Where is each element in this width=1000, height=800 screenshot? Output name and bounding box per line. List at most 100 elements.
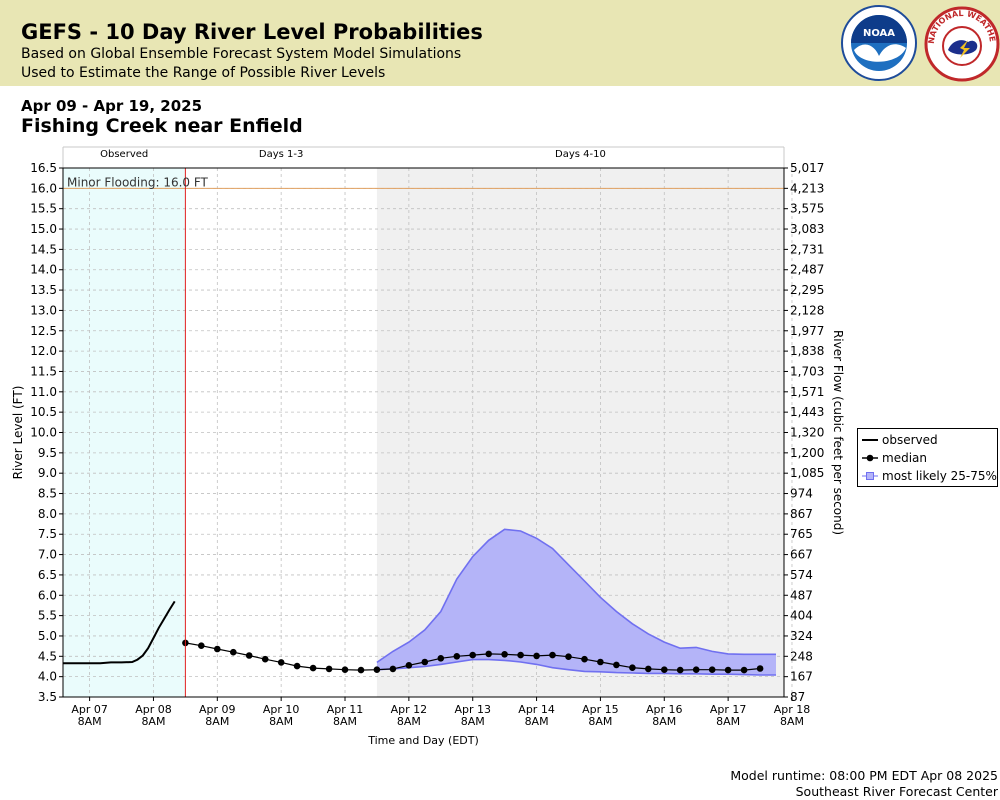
region-header-bg-2 — [376, 147, 784, 168]
header-banner: GEFS - 10 Day River Level Probabilities … — [0, 0, 1000, 86]
median-point-1 — [198, 642, 205, 649]
median-point-28 — [629, 664, 636, 671]
median-point-17 — [453, 653, 461, 660]
y-tick-label-2: 4.5 — [38, 649, 57, 663]
median-point-10 — [341, 666, 349, 673]
date-range: Apr 09 - Apr 19, 2025 — [21, 97, 203, 115]
y2-tick-label-26: 5,017 — [790, 161, 824, 175]
model-runtime: Model runtime: 08:00 PM EDT Apr 08 2025 — [730, 768, 998, 783]
y2-tick-label-5: 487 — [790, 588, 813, 602]
legend-range-label: most likely 25-75% — [882, 469, 997, 483]
median-point-7 — [293, 662, 301, 670]
y-tick-label-20: 13.5 — [30, 283, 57, 297]
y2-tick-label-19: 2,128 — [790, 303, 824, 317]
series-band-lower — [376, 658, 776, 676]
y2-tick-label-13: 1,320 — [790, 426, 824, 440]
y2-tick-label-9: 867 — [790, 507, 813, 521]
noaa-logo: NOAA — [841, 5, 917, 81]
y2-tick-label-23: 3,083 — [790, 222, 824, 236]
y2-tick-label-1: 167 — [790, 670, 813, 684]
median-point-8 — [309, 664, 317, 672]
y-tick-label-16: 11.5 — [30, 364, 57, 378]
series-lines-group — [63, 600, 764, 674]
median-point-30 — [661, 666, 668, 673]
series-band-fill — [376, 529, 776, 675]
median-point-36 — [756, 665, 764, 672]
legend-median-label: median — [882, 451, 927, 465]
median-point-33 — [708, 666, 716, 673]
x-tick-sublabel-7: 8AM — [525, 715, 549, 728]
median-point-13 — [389, 665, 397, 673]
x-tick-sublabel-3: 8AM — [269, 715, 293, 728]
region-label-1: Days 1-3 — [259, 149, 303, 160]
y-tick-label-26: 16.5 — [30, 161, 57, 175]
legend-range-swatch — [862, 472, 878, 480]
station-name: Fishing Creek near Enfield — [21, 115, 303, 137]
x-tick-label-0: Apr 07 — [71, 703, 108, 716]
y-tick-label-0: 3.5 — [38, 690, 57, 704]
region-header-bg-1 — [185, 147, 377, 168]
y2-tick-label-14: 1,443 — [790, 405, 824, 419]
x-tick-sublabel-11: 8AM — [780, 715, 804, 728]
y-tick-label-3: 5.0 — [38, 629, 57, 643]
y-tick-label-10: 8.5 — [38, 487, 57, 501]
median-point-14 — [405, 662, 413, 669]
x-tick-label-10: Apr 17 — [710, 703, 747, 716]
y-tick-label-4: 5.5 — [38, 609, 57, 623]
median-point-15 — [421, 658, 429, 666]
median-point-21 — [517, 651, 524, 659]
legend-item-range: most likely 25-75% — [862, 468, 997, 484]
chart-legend: observed median most likely 25-75% — [857, 428, 998, 487]
y2-tick-label-25: 4,213 — [790, 181, 824, 195]
legend-item-median: median — [862, 450, 927, 466]
median-point-34 — [724, 666, 732, 674]
x-tick-label-6: Apr 13 — [454, 703, 491, 716]
x-tick-label-2: Apr 09 — [199, 703, 236, 716]
x-tick-sublabel-5: 8AM — [397, 715, 421, 728]
chart-labels: Observed Days 1-3 Days 4-10 3.5 87 4.0 167 4.5 2… — [11, 149, 845, 747]
y2-tick-label-3: 324 — [790, 629, 813, 643]
median-point-3 — [230, 648, 237, 656]
banner-subtitle-1: Based on Global Ensemble Forecast System… — [21, 46, 462, 62]
y2-tick-label-10: 974 — [790, 487, 813, 501]
x-tick-sublabel-9: 8AM — [652, 715, 676, 728]
legend-median-swatch — [862, 454, 878, 462]
y2-tick-label-4: 404 — [790, 609, 813, 623]
y-tick-label-22: 14.5 — [30, 242, 57, 256]
nws-logo: NATIONAL WEATHER SERVICE — [924, 4, 1000, 82]
y2-tick-label-15: 1,571 — [790, 385, 824, 399]
flood-stage-label: Minor Flooding: 16.0 FT — [67, 175, 209, 189]
y-tick-label-23: 15.0 — [30, 222, 57, 236]
y2-tick-label-2: 248 — [790, 649, 813, 663]
y-tick-label-13: 10.0 — [30, 426, 57, 440]
median-point-22 — [533, 652, 540, 660]
median-point-35 — [740, 666, 748, 674]
y-tick-label-8: 7.5 — [38, 527, 57, 541]
x-tick-sublabel-0: 8AM — [78, 715, 102, 728]
x-tick-sublabel-4: 8AM — [333, 715, 357, 728]
median-point-12 — [373, 666, 381, 673]
median-point-5 — [261, 655, 269, 663]
median-point-6 — [277, 659, 285, 666]
region-label-2: Days 4-10 — [555, 149, 606, 160]
y-tick-label-11: 9.0 — [38, 466, 57, 480]
y2-tick-label-6: 574 — [790, 568, 813, 582]
y-axis-label: River Level (FT) — [11, 386, 25, 480]
y-tick-label-12: 9.5 — [38, 446, 57, 460]
x-tick-label-5: Apr 12 — [391, 703, 428, 716]
median-point-9 — [325, 665, 333, 673]
median-point-24 — [565, 653, 572, 660]
x-tick-sublabel-1: 8AM — [141, 715, 165, 728]
median-point-31 — [676, 666, 684, 674]
legend-observed-label: observed — [882, 433, 938, 447]
median-point-19 — [485, 650, 493, 658]
y-tick-label-15: 11.0 — [30, 385, 57, 399]
plot-border — [62, 167, 785, 698]
y-tick-label-9: 8.0 — [38, 507, 57, 521]
median-point-27 — [613, 661, 620, 669]
region-header-bg-0 — [63, 147, 186, 168]
banner-title: GEFS - 10 Day River Level Probabilities — [21, 20, 483, 44]
y2-tick-label-7: 667 — [790, 548, 813, 562]
median-point-18 — [469, 651, 477, 659]
median-point-11 — [357, 666, 365, 674]
